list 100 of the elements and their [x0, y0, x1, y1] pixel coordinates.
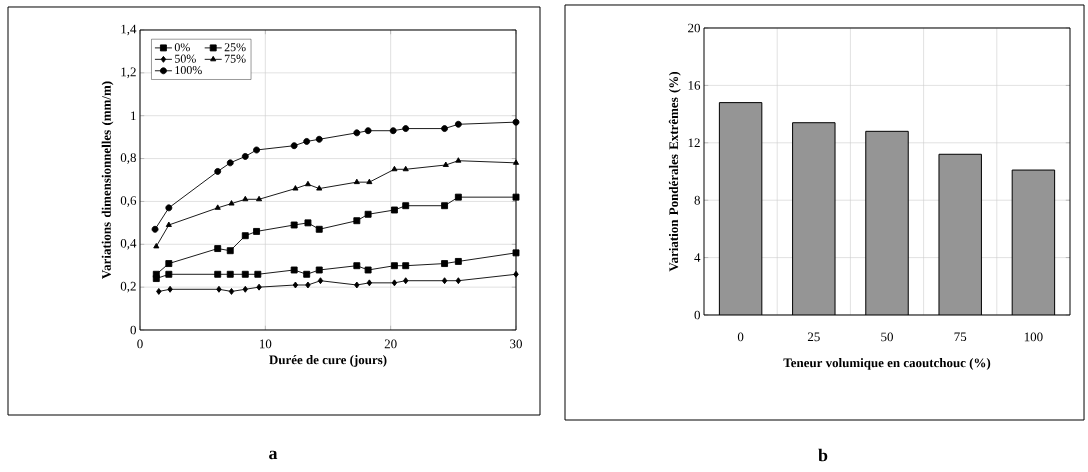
point	[256, 195, 263, 202]
x-tick-label: 20	[384, 339, 397, 349]
point	[303, 137, 311, 145]
y-tick-label: 12	[688, 138, 700, 148]
point	[242, 285, 248, 293]
point	[156, 287, 162, 295]
y-tick-label: 1,2	[121, 67, 136, 79]
point	[153, 242, 160, 249]
point	[454, 257, 462, 265]
y-tick-label: 0,6	[120, 196, 137, 207]
y-tick-label: 1,4	[121, 24, 137, 36]
point	[390, 262, 398, 270]
point	[165, 221, 172, 227]
legend-label: 0%	[174, 43, 190, 52]
point	[455, 157, 462, 163]
point	[390, 206, 398, 214]
point	[228, 287, 235, 295]
point	[512, 159, 520, 165]
point	[402, 202, 410, 210]
point	[256, 283, 262, 291]
point	[454, 120, 462, 128]
point	[241, 152, 249, 160]
x-tick-label: 75	[954, 332, 967, 342]
point	[391, 279, 398, 287]
point	[454, 193, 462, 201]
point	[214, 245, 222, 253]
legend-label: 25%	[224, 43, 246, 52]
point	[366, 279, 373, 287]
point	[364, 266, 372, 274]
y-tick-label: 0,4	[120, 238, 137, 250]
point	[165, 260, 173, 268]
point	[226, 247, 234, 255]
x-tick-label: 10	[260, 339, 272, 349]
y-tick-label: 0,2	[120, 281, 136, 293]
y-tick-label: 0	[130, 325, 136, 335]
text: a	[269, 450, 278, 460]
point	[214, 204, 221, 210]
y-axis-title: Variation Pondérales Extrêmes (%)	[668, 71, 681, 272]
text: b	[818, 448, 828, 462]
point	[214, 167, 222, 175]
point	[303, 270, 311, 278]
point	[366, 178, 373, 185]
point	[253, 146, 260, 154]
point	[305, 281, 311, 289]
point	[304, 219, 312, 227]
point	[151, 225, 159, 233]
y-axis-title: Variations dimensionnelles (mm/m)	[101, 81, 114, 279]
point	[165, 204, 173, 212]
point	[290, 142, 298, 150]
bar	[1011, 169, 1056, 315]
point	[304, 180, 311, 187]
point	[402, 165, 409, 172]
point	[364, 210, 372, 218]
x-tick-label: 50	[881, 332, 893, 342]
point	[254, 270, 262, 278]
point	[317, 277, 324, 285]
bar	[865, 130, 909, 315]
x-axis-title: Durée de cure (jours)	[269, 355, 387, 367]
y-tick-label: 1	[131, 111, 136, 120]
point	[402, 262, 410, 270]
point	[512, 249, 520, 257]
point	[214, 270, 222, 278]
legend-label: 75%	[224, 54, 246, 63]
y-tick-label: 20	[688, 23, 700, 33]
point	[241, 232, 249, 240]
y-tick-label: 0,8	[120, 153, 136, 164]
point	[513, 270, 519, 278]
x-tick-label: 0	[737, 332, 744, 342]
point	[290, 266, 298, 274]
x-tick-label: 30	[510, 339, 522, 349]
point	[353, 262, 361, 270]
point	[253, 227, 260, 235]
point	[512, 118, 520, 126]
legend-label: 100%	[175, 66, 202, 75]
point	[353, 129, 361, 137]
bar	[938, 153, 982, 315]
point	[354, 281, 360, 289]
point	[353, 178, 360, 185]
point	[315, 225, 323, 233]
y-tick-label: 8	[694, 195, 700, 205]
x-tick-label: 25	[807, 332, 820, 342]
point	[167, 285, 173, 293]
point	[315, 135, 323, 143]
point	[512, 193, 520, 201]
y-tick-label: 16	[688, 81, 701, 90]
point	[216, 285, 222, 293]
point	[316, 185, 323, 191]
point	[455, 277, 462, 285]
bar	[792, 122, 836, 315]
point	[165, 270, 173, 278]
point	[241, 270, 249, 278]
point	[290, 221, 298, 229]
point	[441, 260, 448, 268]
point	[292, 281, 299, 289]
point	[364, 127, 372, 135]
point	[402, 125, 410, 132]
point	[441, 202, 448, 210]
y-tick-label: 4	[694, 253, 701, 262]
bar	[718, 102, 763, 315]
point	[441, 277, 448, 285]
